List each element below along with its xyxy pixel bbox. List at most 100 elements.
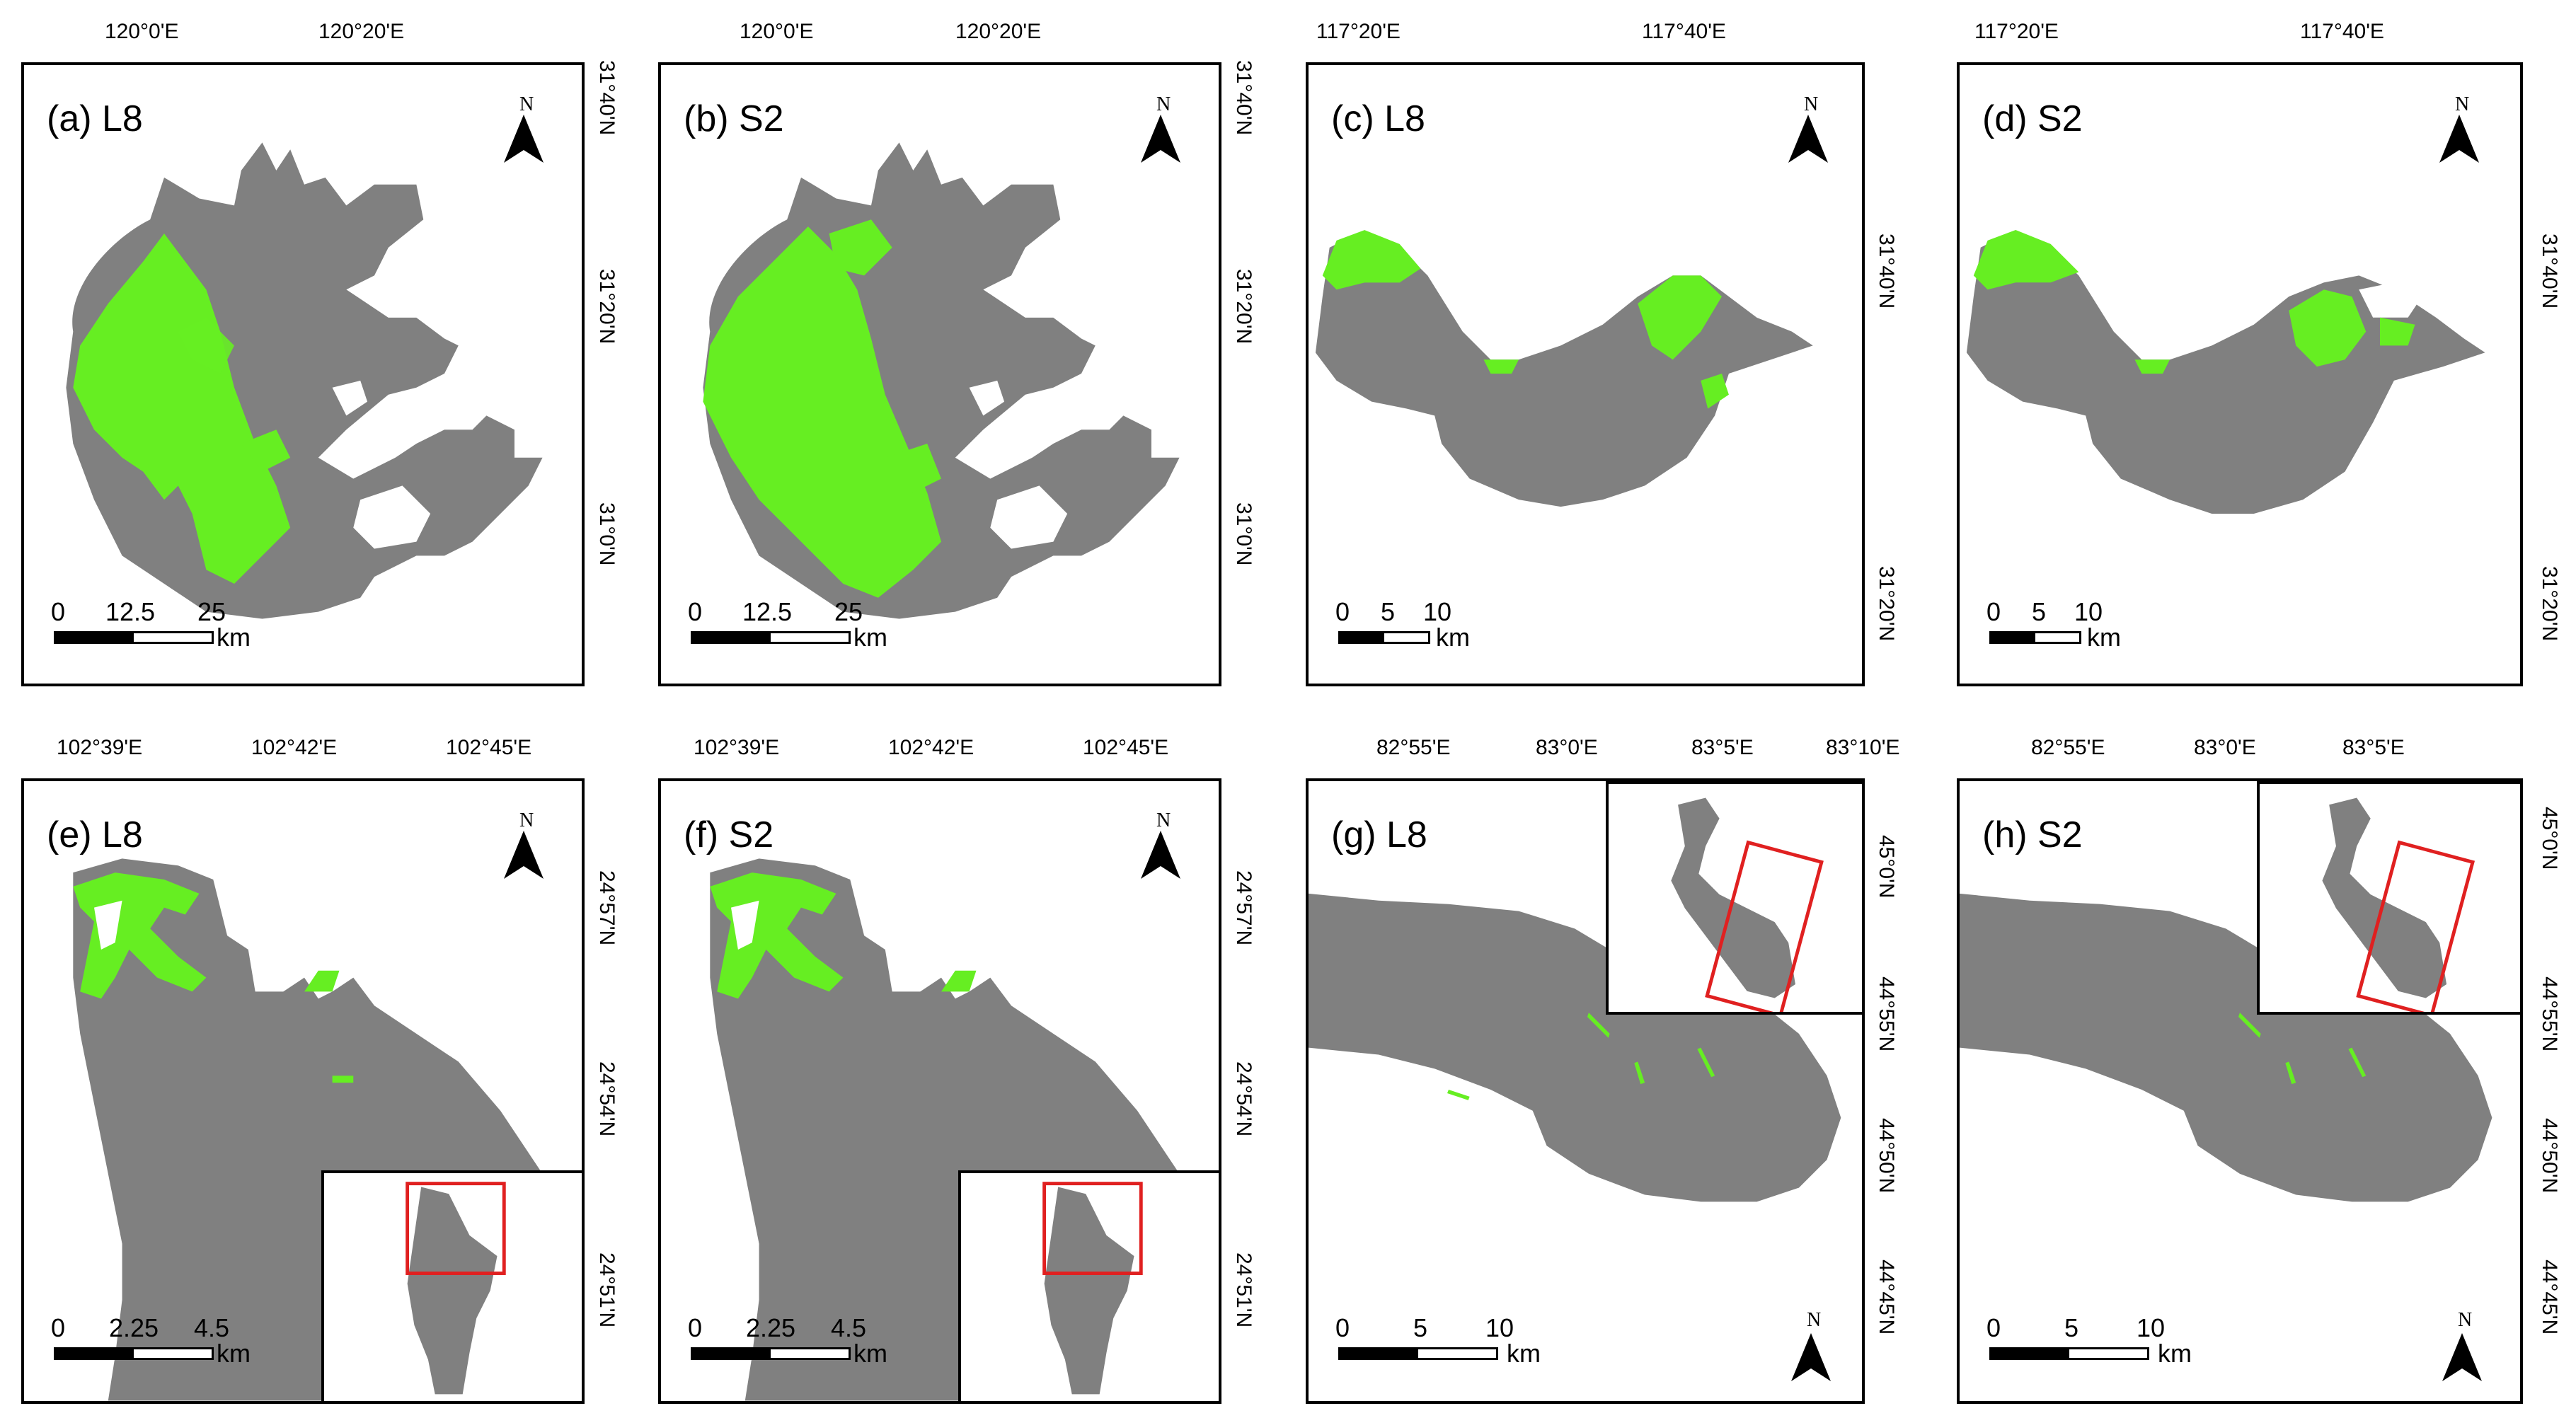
- right-tick-g-3: 44°50'N: [1875, 1118, 1898, 1194]
- scale-value: 4.5: [194, 1313, 230, 1342]
- top-tick-e-3: 102°45'E: [446, 736, 532, 759]
- panel-label-b: (b) S2: [684, 98, 784, 139]
- right-tick-d-2: 31°20'N: [2538, 566, 2561, 642]
- lake-map-b: [703, 142, 1180, 619]
- scale-unit: km: [853, 1339, 887, 1368]
- top-tick-g-2: 83°0'E: [1536, 736, 1598, 759]
- top-tick-f-3: 102°45'E: [1083, 736, 1169, 759]
- map-panel-c: (c) L8 N 0 5 10 km: [1306, 62, 1865, 686]
- scale-value: 2.25: [746, 1313, 796, 1342]
- north-arrow-icon: [502, 831, 545, 880]
- scale-bar: [1989, 631, 2081, 644]
- north-label: N: [519, 93, 534, 115]
- scale-unit: km: [2087, 623, 2121, 652]
- right-tick-h-4: 44°45'N: [2538, 1260, 2561, 1335]
- scale-value: 12.5: [742, 597, 793, 626]
- right-tick-d-1: 31°40'N: [2538, 234, 2561, 309]
- scale-value: 5: [1413, 1313, 1428, 1342]
- top-tick-c-2: 117°40'E: [1642, 20, 1726, 43]
- scale-unit: km: [217, 623, 251, 652]
- north-arrow-icon: [1790, 1333, 1832, 1383]
- scale-value: 10: [2074, 597, 2103, 626]
- top-tick-f-1: 102°39'E: [694, 736, 780, 759]
- right-tick-g-1: 45°0'N: [1875, 835, 1898, 899]
- top-tick-b-1: 120°0'E: [740, 20, 814, 43]
- locator-map: [1042, 1182, 1143, 1395]
- scale-value: 10: [2137, 1313, 2166, 1342]
- lake-map-a: [66, 142, 543, 619]
- north-label: N: [519, 809, 534, 831]
- right-tick-e-1: 24°57'N: [595, 870, 619, 946]
- scale-value: 5: [1381, 597, 1396, 626]
- right-tick-h-2: 44°55'N: [2538, 976, 2561, 1052]
- top-tick-b-2: 120°20'E: [955, 20, 1042, 43]
- scale-value: 25: [197, 597, 226, 626]
- map-panel-h: (h) S2 N 0 5 10 km: [1957, 778, 2523, 1404]
- map-panel-b: (b) S2 N 0 12.5 25 km: [658, 62, 1221, 686]
- scale-unit: km: [217, 1339, 251, 1368]
- north-label: N: [1156, 93, 1171, 115]
- scale-bar: [54, 631, 214, 644]
- scale-value: 2.25: [109, 1313, 159, 1342]
- top-tick-h-3: 83°5'E: [2342, 736, 2405, 759]
- right-tick-g-2: 44°55'N: [1875, 976, 1898, 1052]
- scale-value: 5: [2032, 597, 2047, 626]
- panel-label-e: (e) L8: [47, 814, 143, 855]
- right-tick-c-1: 31°40'N: [1875, 234, 1898, 309]
- scale-value: 0: [51, 597, 66, 626]
- locator-inset: [321, 1170, 582, 1401]
- right-tick-f-2: 24°54'N: [1232, 1061, 1255, 1137]
- north-arrow-icon: [1139, 831, 1182, 880]
- panel-label-a: (a) L8: [47, 98, 143, 139]
- locator-inset: [958, 1170, 1219, 1401]
- scale-unit: km: [2158, 1339, 2192, 1368]
- map-panel-a: (a) L8 N 0 12.5 25 km: [21, 62, 585, 686]
- north-arrow-icon: [2438, 115, 2480, 164]
- scale-bar: [1338, 631, 1430, 644]
- north-label: N: [1804, 93, 1819, 115]
- right-tick-c-2: 31°20'N: [1875, 566, 1898, 642]
- top-tick-g-1: 82°55'E: [1376, 736, 1451, 759]
- north-label: N: [1156, 809, 1171, 831]
- top-tick-e-2: 102°42'E: [251, 736, 338, 759]
- scale-bar: [1989, 1347, 2149, 1360]
- map-panel-d: (d) S2 N 0 5 10 km: [1957, 62, 2523, 686]
- north-arrow-icon: [2441, 1333, 2483, 1383]
- right-tick-b-1: 31°40'N: [1232, 60, 1255, 136]
- scale-value: 0: [1986, 597, 2001, 626]
- right-tick-h-1: 45°0'N: [2538, 807, 2561, 870]
- right-tick-g-4: 44°45'N: [1875, 1260, 1898, 1335]
- right-tick-a-1: 31°40'N: [595, 60, 619, 136]
- locator-map: [406, 1182, 506, 1395]
- north-arrow-icon: [1787, 115, 1829, 164]
- scale-unit: km: [1507, 1339, 1541, 1368]
- north-label: N: [1807, 1309, 1822, 1331]
- locator-map: [2322, 797, 2476, 1012]
- top-tick-c-1: 117°20'E: [1316, 20, 1401, 43]
- scale-value: 4.5: [831, 1313, 867, 1342]
- scale-bar: [691, 1347, 851, 1360]
- north-label: N: [2458, 1309, 2473, 1331]
- scale-bar: [54, 1347, 214, 1360]
- locator-map: [1671, 797, 1824, 1012]
- right-tick-a-3: 31°0'N: [595, 502, 619, 566]
- north-arrow-icon: [502, 115, 545, 164]
- top-tick-g-4: 83°10'E: [1826, 736, 1900, 759]
- locator-inset: [2257, 781, 2520, 1015]
- scale-value: 0: [51, 1313, 66, 1342]
- panel-label-f: (f) S2: [684, 814, 774, 855]
- top-tick-a-2: 120°20'E: [318, 20, 405, 43]
- right-tick-a-2: 31°20'N: [595, 269, 619, 345]
- top-tick-d-2: 117°40'E: [2300, 20, 2384, 43]
- scale-unit: km: [853, 623, 887, 652]
- north-label: N: [2455, 93, 2470, 115]
- scale-bar: [1338, 1347, 1498, 1360]
- locator-inset: [1606, 781, 1862, 1015]
- scale-value: 25: [834, 597, 863, 626]
- right-tick-e-2: 24°54'N: [595, 1061, 619, 1137]
- top-tick-h-1: 82°55'E: [2031, 736, 2105, 759]
- scale-value: 10: [1485, 1313, 1514, 1342]
- scale-value: 0: [1986, 1313, 2001, 1342]
- north-arrow-icon: [1139, 115, 1182, 164]
- panel-label-c: (c) L8: [1331, 98, 1425, 139]
